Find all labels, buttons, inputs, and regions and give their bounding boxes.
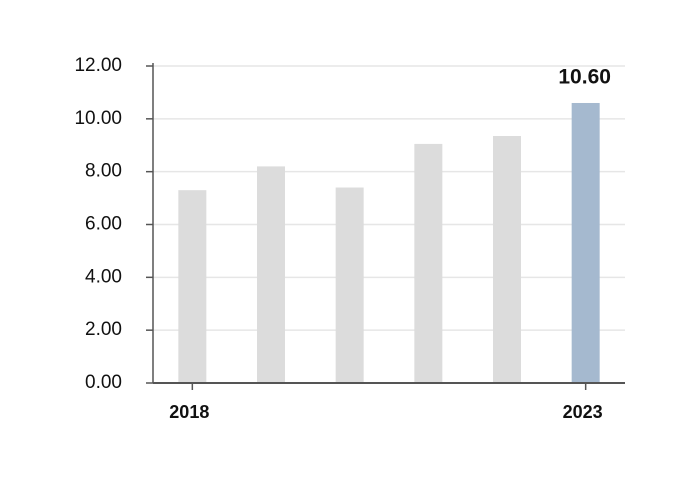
y-tick-label: 12.00 — [74, 55, 122, 76]
y-tick-label: 0.00 — [85, 372, 122, 393]
y-tick-label: 10.00 — [74, 108, 122, 129]
bar — [178, 190, 207, 383]
bar — [335, 187, 364, 383]
bar — [257, 166, 285, 383]
y-tick-label: 6.00 — [85, 214, 122, 235]
value-label: 10.60 — [558, 66, 611, 89]
x-tick-label: 2018 — [169, 402, 209, 422]
bar — [493, 136, 521, 383]
bar — [414, 143, 443, 383]
y-tick-label: 4.00 — [85, 266, 122, 287]
x-tick-label: 2023 — [563, 402, 603, 422]
y-tick-label: 2.00 — [85, 319, 122, 340]
y-tick-label: 8.00 — [85, 161, 122, 182]
bar — [571, 102, 600, 383]
